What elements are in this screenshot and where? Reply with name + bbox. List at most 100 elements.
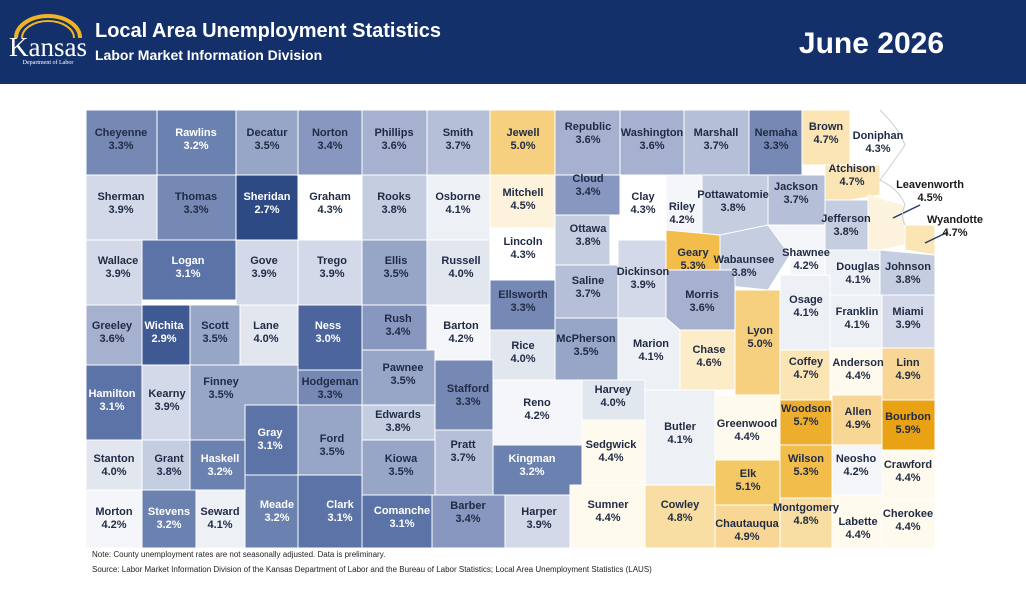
logo-subtext: Department of Labor bbox=[22, 60, 74, 66]
county-name-hamilton: Hamilton bbox=[88, 388, 135, 400]
county-name-phillips: Phillips bbox=[374, 127, 413, 139]
county-rate-wyandotte: 4.7% bbox=[942, 227, 967, 239]
county-rate-hamilton: 3.1% bbox=[99, 401, 124, 413]
county-rate-kearny: 3.9% bbox=[154, 401, 179, 413]
county-rate-stevens: 3.2% bbox=[156, 519, 181, 531]
county-rate-stafford: 3.3% bbox=[455, 396, 480, 408]
county-rate-johnson: 3.8% bbox=[895, 274, 920, 286]
county-rate-edwards: 3.8% bbox=[385, 422, 410, 434]
county-name-greenwood: Greenwood bbox=[717, 418, 778, 430]
county-rate-thomas: 3.3% bbox=[183, 204, 208, 216]
county-rate-ness: 3.0% bbox=[315, 333, 340, 345]
county-rate-harvey: 4.0% bbox=[600, 397, 625, 409]
county-rate-rooks: 3.8% bbox=[381, 204, 406, 216]
county-rate-wilson: 5.3% bbox=[793, 466, 818, 478]
county-rate-labette: 4.4% bbox=[845, 529, 870, 541]
county-jefferson bbox=[824, 199, 869, 251]
county-rate-franklin: 4.1% bbox=[844, 319, 869, 331]
county-rate-bourbon: 5.9% bbox=[895, 424, 920, 436]
county-leavenworth bbox=[867, 194, 906, 251]
county-name-sedgwick: Sedgwick bbox=[586, 439, 638, 451]
county-name-rice: Rice bbox=[511, 340, 534, 352]
county-rate-gove: 3.9% bbox=[251, 268, 276, 280]
county-name-comanche: Comanche bbox=[374, 505, 430, 517]
county-name-linn: Linn bbox=[896, 357, 919, 369]
report-period: June 2026 bbox=[798, 27, 944, 60]
county-name-ford: Ford bbox=[320, 433, 344, 445]
county-name-neosho: Neosho bbox=[836, 453, 877, 465]
county-rate-ellsworth: 3.3% bbox=[510, 302, 535, 314]
county-name-clay: Clay bbox=[631, 191, 655, 203]
county-name-gray: Gray bbox=[257, 427, 283, 439]
county-rate-butler: 4.1% bbox=[667, 434, 692, 446]
county-name-stafford: Stafford bbox=[447, 383, 489, 395]
county-name-morris: Morris bbox=[685, 289, 719, 301]
county-rate-rush: 3.4% bbox=[385, 326, 410, 338]
county-rate-haskell: 3.2% bbox=[207, 466, 232, 478]
county-name-gove: Gove bbox=[250, 255, 278, 267]
county-rate-meade: 3.2% bbox=[264, 512, 289, 524]
county-name-cowley: Cowley bbox=[661, 499, 700, 511]
county-name-marion: Marion bbox=[633, 338, 669, 350]
county-rate-sedgwick: 4.4% bbox=[598, 452, 623, 464]
county-rate-marion: 4.1% bbox=[638, 351, 663, 363]
county-name-rooks: Rooks bbox=[377, 191, 411, 203]
county-name-edwards: Edwards bbox=[375, 409, 421, 421]
county-name-leavenworth: Leavenworth bbox=[896, 179, 964, 191]
county-rate-hodgeman: 3.3% bbox=[317, 389, 342, 401]
county-rate-logan: 3.1% bbox=[175, 268, 200, 280]
county-rate-lyon: 5.0% bbox=[747, 338, 772, 350]
county-rate-mcpherson: 3.5% bbox=[573, 346, 598, 358]
county-rate-sumner: 4.4% bbox=[595, 512, 620, 524]
county-name-kearny: Kearny bbox=[148, 388, 186, 400]
county-rate-atchison: 4.7% bbox=[839, 176, 864, 188]
county-rate-pawnee: 3.5% bbox=[390, 375, 415, 387]
county-name-wallace: Wallace bbox=[98, 255, 139, 267]
county-name-wyandotte: Wyandotte bbox=[927, 214, 983, 226]
county-name-norton: Norton bbox=[312, 127, 348, 139]
kansas-department-of-labor-logo: Kansas Department of Labor bbox=[8, 14, 88, 74]
county-name-butler: Butler bbox=[664, 421, 697, 433]
county-rate-ellis: 3.5% bbox=[383, 268, 408, 280]
county-name-meade: Meade bbox=[260, 499, 294, 511]
county-name-kiowa: Kiowa bbox=[385, 453, 418, 465]
county-rate-ottawa: 3.8% bbox=[575, 236, 600, 248]
county-rate-republic: 3.6% bbox=[575, 134, 600, 146]
county-rate-grant: 3.8% bbox=[156, 466, 181, 478]
county-name-trego: Trego bbox=[317, 255, 347, 267]
county-name-brown: Brown bbox=[809, 121, 844, 133]
county-rate-leavenworth: 4.5% bbox=[917, 192, 942, 204]
county-rate-greenwood: 4.4% bbox=[734, 431, 759, 443]
county-rate-clark: 3.1% bbox=[327, 512, 352, 524]
county-name-nemaha: Nemaha bbox=[755, 127, 799, 139]
county-rate-neosho: 4.2% bbox=[843, 466, 868, 478]
county-name-wabaunsee: Wabaunsee bbox=[714, 254, 775, 266]
county-name-washington: Washington bbox=[621, 127, 684, 139]
county-name-pratt: Pratt bbox=[450, 439, 475, 451]
county-rate-clay: 4.3% bbox=[630, 204, 655, 216]
county-name-sheridan: Sheridan bbox=[243, 191, 290, 203]
county-name-stevens: Stevens bbox=[148, 506, 190, 518]
county-name-allen: Allen bbox=[845, 406, 872, 418]
county-name-mcpherson: McPherson bbox=[556, 333, 616, 345]
county-name-riley: Riley bbox=[669, 201, 696, 213]
county-name-franklin: Franklin bbox=[836, 306, 879, 318]
county-rate-ford: 3.5% bbox=[319, 446, 344, 458]
county-name-morton: Morton bbox=[95, 506, 133, 518]
county-name-saline: Saline bbox=[572, 275, 604, 287]
county-name-ottawa: Ottawa bbox=[570, 223, 608, 235]
county-name-clark: Clark bbox=[326, 499, 354, 511]
county-name-geary: Geary bbox=[677, 247, 709, 259]
county-rate-russell: 4.0% bbox=[448, 268, 473, 280]
county-rate-pottawatomie: 3.8% bbox=[720, 202, 745, 214]
county-name-jackson: Jackson bbox=[774, 181, 818, 193]
county-name-cherokee: Cherokee bbox=[883, 508, 933, 520]
county-name-grant: Grant bbox=[154, 453, 184, 465]
county-name-barber: Barber bbox=[450, 500, 486, 512]
county-name-kingman: Kingman bbox=[508, 453, 555, 465]
county-rate-barton: 4.2% bbox=[448, 333, 473, 345]
county-name-cheyenne: Cheyenne bbox=[95, 127, 148, 139]
county-rate-decatur: 3.5% bbox=[254, 140, 279, 152]
county-name-pawnee: Pawnee bbox=[383, 362, 424, 374]
county-rate-finney: 3.5% bbox=[208, 389, 233, 401]
